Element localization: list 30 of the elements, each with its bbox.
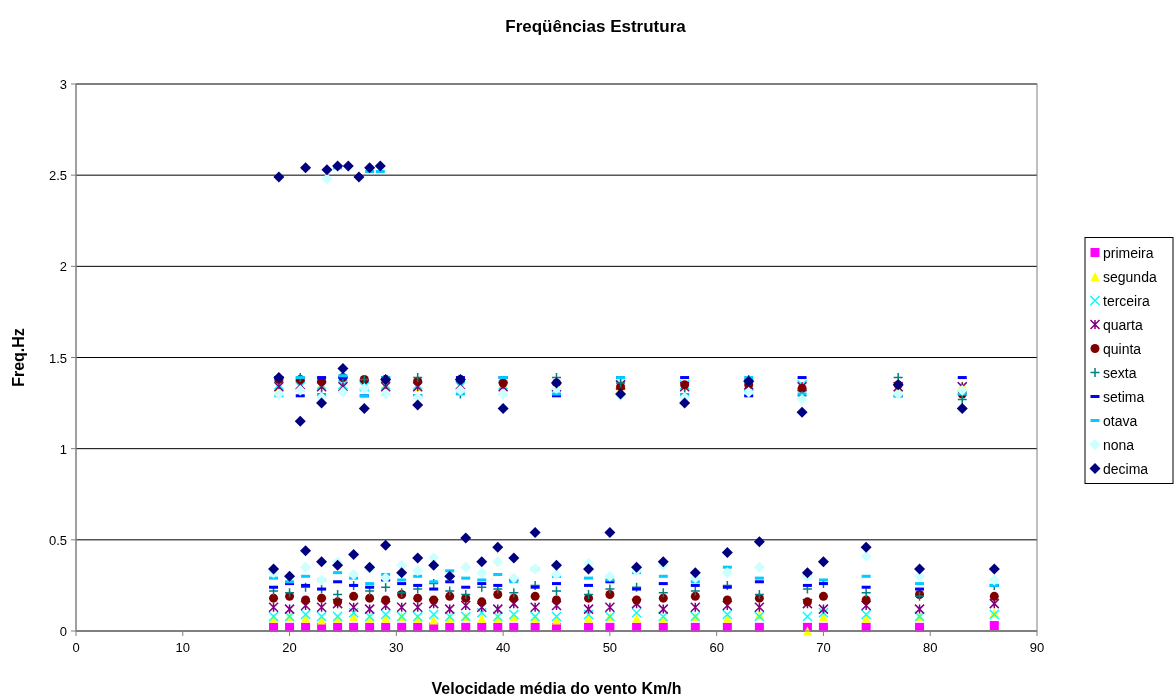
y-tick-label: 2.5 [48,168,67,184]
chart-title: Freqüências Estrutura [505,17,687,36]
x-tick-label: 10 [175,640,191,655]
x-tick-label: 0 [72,640,80,655]
y-tick-label: 3 [59,77,67,92]
x-tick-label: 30 [389,640,404,655]
legend-label: otava [1103,412,1138,429]
x-tick-label: 80 [922,640,938,655]
y-tick-label: 0 [59,624,67,639]
y-tick-label: 2 [59,259,67,275]
legend-label: decima [1103,460,1149,477]
x-tick-label: 20 [282,640,297,655]
legend-label: primeira [1103,244,1154,261]
legend-label: sexta [1103,364,1137,381]
x-axis-title: Velocidade média do vento Km/h [431,680,682,697]
legend-label: setima [1103,388,1145,405]
x-tick-label: 70 [816,640,831,655]
x-tick-label: 40 [495,640,511,655]
legend-label: segunda [1103,268,1157,285]
y-axis-title: Freq.Hz [10,328,27,387]
y-tick-label: 1.5 [48,350,67,366]
x-tick-label: 90 [1029,640,1045,655]
x-tick-label: 50 [602,640,618,655]
legend-label: quarta [1103,316,1143,333]
legend-label: quinta [1103,340,1142,357]
x-tick-label: 60 [709,640,724,655]
y-tick-label: 1 [59,441,67,457]
legend-label: terceira [1103,292,1150,309]
y-tick-label: 0.5 [48,532,67,548]
legend-label: nona [1103,436,1135,453]
